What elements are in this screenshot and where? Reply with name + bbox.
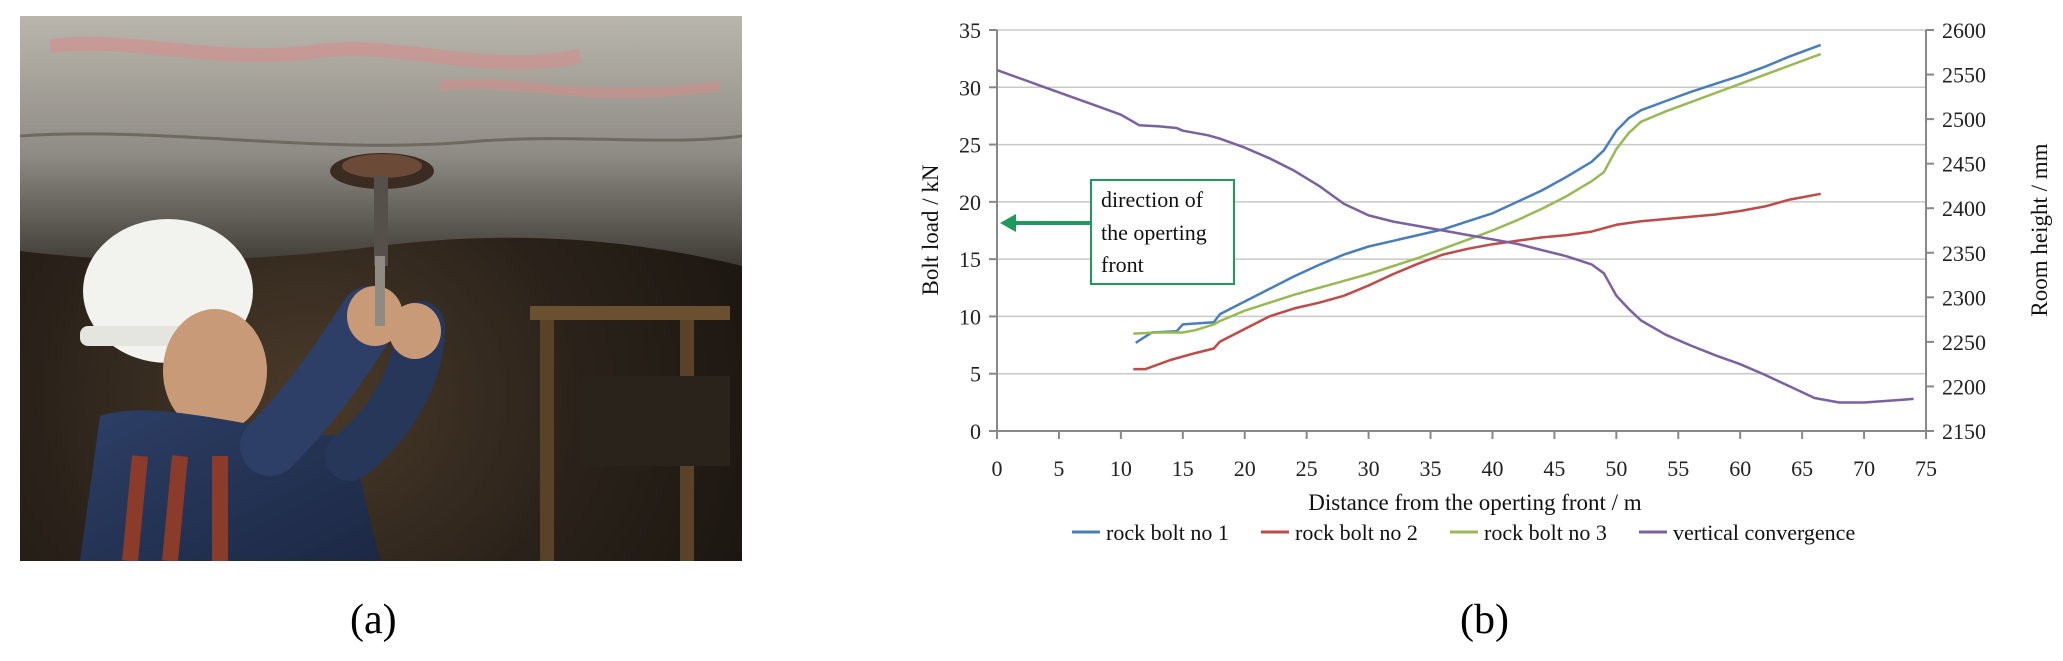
y-right-tick-label-2350: 2350 — [1942, 241, 1986, 266]
annotation-line-1: direction of — [1101, 187, 1204, 212]
x-tick-label-50: 50 — [1605, 456, 1627, 481]
direction-annotation: direction of the operting front — [1000, 179, 1235, 285]
y-left-tick-label-35: 35 — [959, 18, 981, 43]
bolt-load-chart: 0 5 10 15 20 25 30 35 40 45 50 55 60 65 70 75 0 5 10 15 20 25… — [918, 18, 2052, 545]
annotation-line-3: front — [1101, 252, 1144, 277]
y-right-tick-label-2600: 2600 — [1942, 18, 1986, 43]
legend-label-3: vertical convergence — [1673, 520, 1855, 545]
y-left-tick-label-15: 15 — [959, 247, 981, 272]
y-axis-right-title: Room height / mm — [2027, 143, 2052, 316]
legend-label-2: rock bolt no 3 — [1484, 520, 1607, 545]
legend: rock bolt no 1 rock bolt no 2 rock bolt no… — [1072, 520, 1855, 545]
x-tick-label-25: 25 — [1296, 456, 1318, 481]
x-tick-label-55: 55 — [1667, 456, 1689, 481]
axes — [989, 29, 1934, 439]
y-left-tick-label-30: 30 — [959, 75, 981, 100]
x-tick-label-10: 10 — [1110, 456, 1132, 481]
y-left-tick-label-5: 5 — [970, 362, 981, 387]
y-left-tick-label-0: 0 — [970, 419, 981, 444]
x-tick-label-30: 30 — [1358, 456, 1380, 481]
x-tick-label-70: 70 — [1853, 456, 1875, 481]
panel-label-b: (b) — [1460, 597, 1509, 643]
x-tick-label-15: 15 — [1172, 456, 1194, 481]
x-tick-label-5: 5 — [1053, 456, 1064, 481]
x-tick-label-65: 65 — [1791, 456, 1813, 481]
legend-label-1: rock bolt no 2 — [1295, 520, 1418, 545]
series-line-rock-bolt-no-2 — [1133, 192, 1821, 371]
series-lines — [996, 43, 1914, 404]
y-axis-left-title: Bolt load / kN — [918, 164, 943, 295]
y-right-tick-label-2150: 2150 — [1942, 419, 1986, 444]
x-tick-label-35: 35 — [1420, 456, 1442, 481]
annotation-line-2: the operting — [1101, 220, 1207, 245]
y-right-tick-label-2300: 2300 — [1942, 285, 1986, 310]
legend-label-0: rock bolt no 1 — [1106, 520, 1229, 545]
x-tick-label-75: 75 — [1915, 456, 1937, 481]
tick-labels: 0 5 10 15 20 25 30 35 40 45 50 55 60 65 70 75 0 5 10 15 20 25… — [959, 18, 1986, 481]
x-tick-label-60: 60 — [1729, 456, 1751, 481]
y-right-tick-label-2450: 2450 — [1942, 152, 1986, 177]
panel-label-a: (a) — [350, 597, 397, 643]
series-line-rock-bolt-no-1 — [1135, 43, 1822, 344]
y-left-tick-label-20: 20 — [959, 190, 981, 215]
y-left-tick-label-10: 10 — [959, 304, 981, 329]
x-tick-label-0: 0 — [992, 456, 1003, 481]
x-tick-label-45: 45 — [1543, 456, 1565, 481]
y-right-tick-label-2550: 2550 — [1942, 63, 1986, 88]
y-right-tick-label-2500: 2500 — [1942, 107, 1986, 132]
x-tick-label-20: 20 — [1234, 456, 1256, 481]
series-line-rock-bolt-no-3 — [1133, 52, 1822, 335]
x-axis-title: Distance from the operting front / m — [1308, 490, 1642, 515]
photo-miner-measuring-bolt — [20, 16, 742, 561]
series-line-vertical-convergence — [996, 68, 1914, 404]
y-right-tick-label-2250: 2250 — [1942, 330, 1986, 355]
y-right-tick-label-2200: 2200 — [1942, 374, 1986, 399]
x-tick-label-40: 40 — [1481, 456, 1503, 481]
y-right-tick-label-2400: 2400 — [1942, 196, 1986, 221]
y-left-tick-label-25: 25 — [959, 133, 981, 158]
